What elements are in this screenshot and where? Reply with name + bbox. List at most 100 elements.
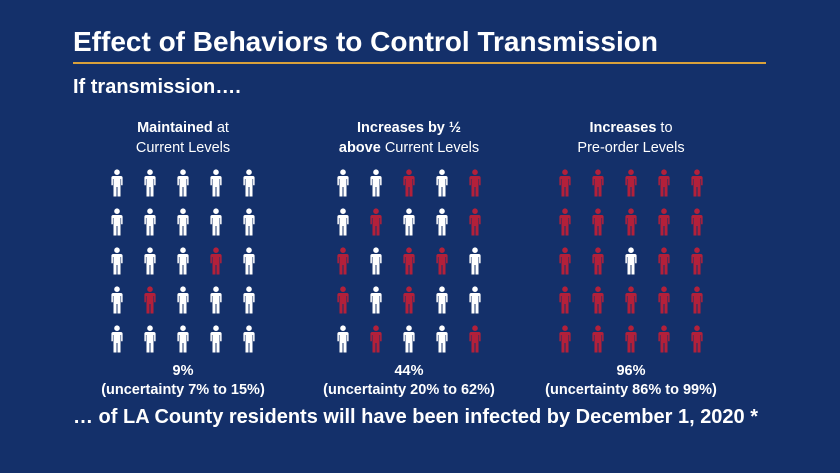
person-icon: [459, 280, 492, 319]
person-icon: [200, 319, 233, 358]
person-icon-infected: [648, 202, 681, 241]
person-icon-infected: [327, 280, 360, 319]
uncertainty-range: (uncertainty 20% to 62%): [323, 382, 495, 398]
scenario-panel-maintained: Maintained at Current Levels 9% (uncerta…: [68, 118, 298, 400]
person-grid: [68, 163, 298, 358]
person-icon: [134, 163, 167, 202]
person-icon: [233, 319, 266, 358]
person-icon-infected: [360, 202, 393, 241]
person-icon: [393, 319, 426, 358]
person-icon: [200, 280, 233, 319]
scenario-header-line2-rest: Current Levels: [380, 140, 480, 156]
person-icon-infected: [582, 202, 615, 241]
person-icon: [101, 319, 134, 358]
person-icon: [200, 163, 233, 202]
person-icon-infected: [681, 202, 714, 241]
person-icon-infected: [459, 319, 492, 358]
person-icon: [327, 163, 360, 202]
person-icon-infected: [459, 202, 492, 241]
person-icon-infected: [360, 319, 393, 358]
person-icon-infected: [393, 280, 426, 319]
person-icon-infected: [648, 280, 681, 319]
person-icon-infected: [582, 319, 615, 358]
scenario-panel-half-increase: Increases by ½ above Current Levels 44% …: [294, 118, 524, 400]
person-icon-infected: [648, 241, 681, 280]
person-icon: [393, 202, 426, 241]
person-icon: [426, 202, 459, 241]
scenario-header-line2-rest: Pre-order Levels: [577, 140, 685, 156]
person-icon: [134, 202, 167, 241]
person-icon: [426, 163, 459, 202]
person-icon-infected: [681, 319, 714, 358]
uncertainty-range: (uncertainty 86% to 99%): [545, 382, 717, 398]
person-icon: [101, 202, 134, 241]
person-icon: [360, 241, 393, 280]
person-icon: [360, 163, 393, 202]
person-icon: [426, 280, 459, 319]
person-icon-infected: [549, 319, 582, 358]
footer-note: … of LA County residents will have been …: [73, 406, 759, 428]
person-icon: [426, 319, 459, 358]
person-icon-infected: [681, 163, 714, 202]
person-icon: [101, 241, 134, 280]
person-icon-infected: [393, 241, 426, 280]
percent-value: 96%: [616, 363, 646, 379]
person-icon: [167, 280, 200, 319]
person-icon-infected: [681, 280, 714, 319]
person-icon-infected: [648, 319, 681, 358]
person-icon-infected: [582, 163, 615, 202]
person-icon: [167, 319, 200, 358]
title-divider: [73, 62, 766, 64]
person-icon: [233, 241, 266, 280]
person-icon: [327, 202, 360, 241]
person-icon: [327, 319, 360, 358]
percent-label: 96% (uncertainty 86% to 99%): [516, 362, 746, 400]
person-icon-infected: [459, 163, 492, 202]
person-icon-infected: [200, 241, 233, 280]
person-icon-infected: [426, 241, 459, 280]
slide-subtitle: If transmission….: [73, 76, 241, 98]
scenario-header: Increases by ½ above Current Levels: [294, 118, 524, 158]
scenario-header-rest: to: [656, 120, 673, 136]
person-icon: [134, 241, 167, 280]
percent-label: 9% (uncertainty 7% to 15%): [68, 362, 298, 400]
scenario-header-bold: Maintained: [137, 120, 213, 136]
person-icon: [167, 202, 200, 241]
person-icon-infected: [134, 280, 167, 319]
person-icon-infected: [549, 241, 582, 280]
scenario-panel-pre-order: Increases to Pre-order Levels 96% (uncer…: [516, 118, 746, 400]
person-icon-infected: [615, 202, 648, 241]
scenario-header-line2-rest: Current Levels: [135, 140, 231, 156]
scenario-header-line2-bold: above: [338, 140, 381, 156]
person-icon-infected: [582, 280, 615, 319]
slide-title: Effect of Behaviors to Control Transmiss…: [73, 26, 658, 57]
uncertainty-range: (uncertainty 7% to 15%): [101, 382, 265, 398]
person-grid: [294, 163, 524, 358]
scenario-header-bold: Increases by ½: [357, 120, 461, 136]
person-icon-infected: [549, 280, 582, 319]
percent-label: 44% (uncertainty 20% to 62%): [294, 362, 524, 400]
scenario-header-rest: at: [212, 120, 229, 136]
person-icon: [101, 163, 134, 202]
person-icon: [200, 202, 233, 241]
person-icon: [233, 280, 266, 319]
percent-value: 44%: [394, 363, 424, 379]
person-icon: [167, 163, 200, 202]
person-icon-infected: [615, 319, 648, 358]
person-icon-infected: [615, 280, 648, 319]
person-icon-infected: [648, 163, 681, 202]
person-icon: [233, 163, 266, 202]
person-icon-infected: [681, 241, 714, 280]
person-icon: [615, 241, 648, 280]
scenario-header-bold: Increases: [589, 120, 657, 136]
person-icon-infected: [549, 163, 582, 202]
person-icon-infected: [615, 163, 648, 202]
scenario-header: Increases to Pre-order Levels: [516, 118, 746, 158]
person-icon: [233, 202, 266, 241]
person-icon: [101, 280, 134, 319]
scenario-header: Maintained at Current Levels: [68, 118, 298, 158]
person-icon: [134, 319, 167, 358]
person-icon-infected: [393, 163, 426, 202]
person-icon: [167, 241, 200, 280]
person-icon-infected: [549, 202, 582, 241]
